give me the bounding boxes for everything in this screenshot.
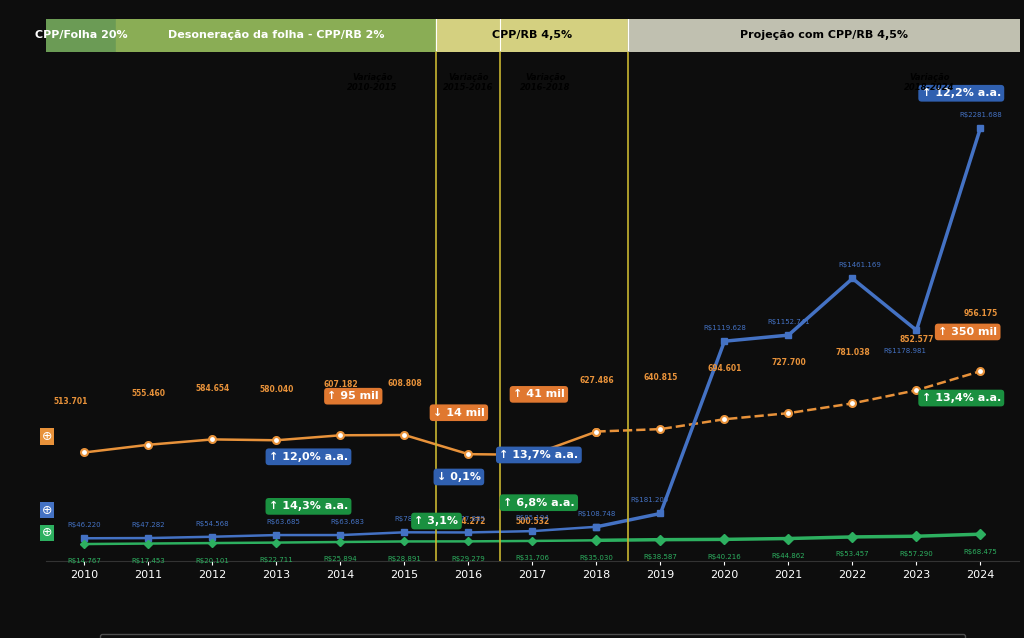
Text: R$25.894: R$25.894 bbox=[324, 556, 357, 563]
Text: Variação
2018-2024: Variação 2018-2024 bbox=[904, 73, 954, 93]
Text: R$85.194: R$85.194 bbox=[516, 515, 549, 521]
Text: Variação
2010-2015: Variação 2010-2015 bbox=[347, 73, 397, 93]
Text: ↓ 14 mil: ↓ 14 mil bbox=[433, 408, 484, 418]
Text: 608.808: 608.808 bbox=[387, 380, 422, 389]
Text: R$35.030: R$35.030 bbox=[580, 555, 613, 561]
Text: R$31.706: R$31.706 bbox=[515, 555, 550, 561]
Text: R$63.683: R$63.683 bbox=[331, 519, 365, 525]
Text: Variação
2016-2018: Variação 2016-2018 bbox=[520, 73, 570, 93]
Text: 956.175: 956.175 bbox=[964, 309, 997, 318]
Text: R$47.282: R$47.282 bbox=[132, 522, 165, 528]
Text: 781.038: 781.038 bbox=[836, 348, 869, 357]
Text: R$54.568: R$54.568 bbox=[196, 521, 229, 526]
Text: ⊕: ⊕ bbox=[42, 526, 52, 540]
Text: R$2281.688: R$2281.688 bbox=[959, 112, 1001, 118]
Text: ↑ 13,4% a.a.: ↑ 13,4% a.a. bbox=[922, 393, 1000, 403]
Text: R$14.767: R$14.767 bbox=[68, 558, 101, 565]
Text: R$20.101: R$20.101 bbox=[196, 558, 229, 563]
Text: 500.532: 500.532 bbox=[515, 517, 550, 526]
Text: ↑ 6,8% a.a.: ↑ 6,8% a.a. bbox=[503, 498, 574, 508]
Text: 694.601: 694.601 bbox=[708, 364, 741, 373]
Text: 504.272: 504.272 bbox=[452, 517, 485, 526]
Text: R$22.711: R$22.711 bbox=[260, 557, 293, 563]
Text: R$1119.628: R$1119.628 bbox=[703, 325, 745, 331]
Text: R$38.587: R$38.587 bbox=[643, 554, 678, 560]
Text: 580.040: 580.040 bbox=[259, 385, 294, 394]
Text: 607.182: 607.182 bbox=[324, 380, 357, 389]
Text: R$77.885: R$77.885 bbox=[452, 516, 485, 523]
Text: R$181.205: R$181.205 bbox=[630, 498, 669, 503]
Text: ↑ 12,0% a.a.: ↑ 12,0% a.a. bbox=[269, 452, 348, 462]
Text: ↑ 95 mil: ↑ 95 mil bbox=[328, 391, 379, 401]
Text: 513.701: 513.701 bbox=[53, 397, 88, 406]
Text: 852.577: 852.577 bbox=[899, 334, 934, 344]
Text: ⊕: ⊕ bbox=[42, 503, 52, 517]
Text: R$108.748: R$108.748 bbox=[578, 510, 615, 517]
Text: Variação
2015-2016: Variação 2015-2016 bbox=[443, 73, 494, 93]
Text: R$63.685: R$63.685 bbox=[266, 519, 300, 525]
Text: 584.654: 584.654 bbox=[196, 384, 229, 393]
Text: ↑ 13,7% a.a.: ↑ 13,7% a.a. bbox=[500, 450, 579, 460]
Text: ⊕: ⊕ bbox=[42, 430, 52, 443]
Text: Desoneração da folha - CPP/RB 2%: Desoneração da folha - CPP/RB 2% bbox=[168, 30, 385, 40]
Text: 640.815: 640.815 bbox=[643, 373, 678, 383]
Text: 555.460: 555.460 bbox=[131, 389, 166, 398]
Text: R$57.290: R$57.290 bbox=[900, 551, 933, 557]
Text: R$1461.169: R$1461.169 bbox=[838, 262, 881, 269]
Text: ↑ 3,1%: ↑ 3,1% bbox=[415, 516, 459, 526]
Text: CPP/RB 4,5%: CPP/RB 4,5% bbox=[493, 30, 572, 40]
Text: R$17.453: R$17.453 bbox=[132, 558, 165, 564]
Text: ↑ 41 mil: ↑ 41 mil bbox=[513, 389, 565, 399]
Text: R$53.457: R$53.457 bbox=[836, 551, 869, 558]
Text: R$44.862: R$44.862 bbox=[772, 553, 805, 559]
Text: R$78.669: R$78.669 bbox=[394, 516, 428, 522]
Text: R$68.475: R$68.475 bbox=[964, 549, 997, 554]
Text: ↑ 12,2% a.a.: ↑ 12,2% a.a. bbox=[922, 88, 1000, 98]
Text: 727.700: 727.700 bbox=[771, 357, 806, 367]
Text: Projeção com CPP/RB 4,5%: Projeção com CPP/RB 4,5% bbox=[739, 30, 907, 40]
Text: R$29.279: R$29.279 bbox=[452, 556, 485, 562]
Text: R$40.216: R$40.216 bbox=[708, 554, 741, 560]
Text: R$46.220: R$46.220 bbox=[68, 522, 101, 528]
Legend: Receita Bruta (R$ milhões) [Fonte: Brasscom, IDC e Pecela], Remunerações Pagas (: Receita Bruta (R$ milhões) [Fonte: Brass… bbox=[100, 634, 965, 638]
Text: R$28.891: R$28.891 bbox=[387, 556, 422, 562]
Text: 627.486: 627.486 bbox=[580, 376, 613, 385]
Text: ↑ 14,3% a.a.: ↑ 14,3% a.a. bbox=[269, 501, 348, 512]
Text: R$1152.741: R$1152.741 bbox=[767, 319, 810, 325]
Text: R$1178.981: R$1178.981 bbox=[884, 348, 927, 353]
Text: ↓ 0,1%: ↓ 0,1% bbox=[437, 472, 481, 482]
Text: ↑ 350 mil: ↑ 350 mil bbox=[938, 327, 997, 337]
Text: CPP/Folha 20%: CPP/Folha 20% bbox=[35, 30, 128, 40]
